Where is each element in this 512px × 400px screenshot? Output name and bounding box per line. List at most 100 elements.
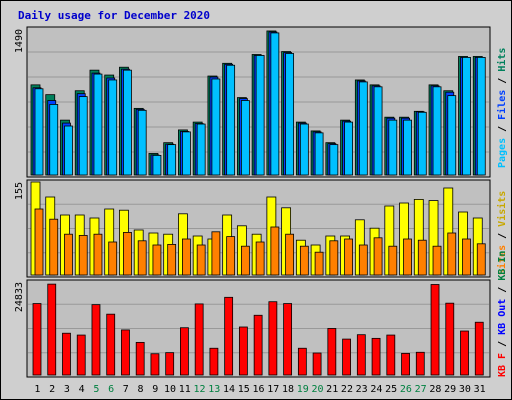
x-tick-label: 3 <box>64 384 70 395</box>
bar-kbf-day-20 <box>312 352 322 376</box>
bar-kbf-day-6 <box>106 313 116 376</box>
bar-kbf-day-4 <box>76 334 86 376</box>
x-tick-label: 8 <box>138 384 144 395</box>
bar-kbf-day-17 <box>268 301 278 376</box>
bar-sites-day-21 <box>329 240 339 276</box>
x-tick-label: 27 <box>415 384 427 395</box>
x-tick-label: 15 <box>238 384 250 395</box>
bar-kbf-day-19 <box>297 347 307 376</box>
bar-pages-day-19 <box>299 123 309 176</box>
legend-bottom: KB F / KB Out / KB In <box>497 251 508 377</box>
bar-pages-day-27 <box>417 111 427 176</box>
bar-kbf-day-31 <box>474 321 484 376</box>
bar-sites-day-4 <box>78 234 88 276</box>
bar-pages-day-28 <box>432 86 442 176</box>
legend-visits: Visits <box>496 191 508 227</box>
bar-kbf-day-25 <box>386 334 396 376</box>
x-tick-label: 30 <box>459 384 471 395</box>
x-tick-label: 25 <box>385 384 397 395</box>
x-tick-label: 22 <box>341 384 353 395</box>
bar-kbf-day-7 <box>121 329 130 376</box>
bar-sites-day-3 <box>64 233 73 276</box>
bar-pages-day-4 <box>78 96 88 176</box>
bar-sites-day-8 <box>137 240 147 276</box>
bar-sites-day-14 <box>226 236 236 276</box>
bar-sites-day-26 <box>403 238 412 276</box>
bar-pages-day-6 <box>108 79 118 176</box>
bar-kbf-day-15 <box>238 326 248 376</box>
bar-sites-day-20 <box>314 251 324 276</box>
bar-pages-day-11 <box>182 131 191 176</box>
x-tick-label: 14 <box>223 384 235 395</box>
bar-kbf-day-24 <box>371 337 381 376</box>
x-tick-label: 13 <box>208 384 220 395</box>
bar-sites-day-5 <box>93 233 103 276</box>
x-tick-label: 10 <box>164 384 176 395</box>
bar-sites-day-11 <box>182 238 191 276</box>
y-max-label-middle: 155 <box>14 182 25 200</box>
bar-pages-day-30 <box>462 57 471 176</box>
bar-sites-day-1 <box>34 208 44 276</box>
x-tick-label: 18 <box>282 384 294 395</box>
legend-kbout: KB Out <box>497 299 508 335</box>
bar-pages-day-13 <box>211 78 221 176</box>
bar-sites-day-16 <box>255 241 265 276</box>
bar-kbf-day-29 <box>445 302 455 376</box>
bar-kbf-day-1 <box>32 303 42 376</box>
bar-pages-day-18 <box>285 53 295 176</box>
bar-sites-day-23 <box>358 244 368 276</box>
bar-sites-day-2 <box>49 218 59 276</box>
x-tick-label: 1 <box>34 384 40 395</box>
x-tick-label: 24 <box>370 384 382 395</box>
x-tick-label: 9 <box>152 384 158 395</box>
bar-pages-day-3 <box>64 125 73 176</box>
legend-top: Pages / Files / Hits <box>496 48 508 168</box>
legend-kbf: KB F <box>497 353 508 377</box>
x-tick-label: 28 <box>429 384 441 395</box>
bar-kbf-day-10 <box>165 352 175 376</box>
bar-sites-day-13 <box>211 231 221 276</box>
bar-pages-day-9 <box>152 155 162 176</box>
x-tick-label: 20 <box>311 384 323 395</box>
bar-kbf-day-26 <box>401 352 410 376</box>
bar-pages-day-14 <box>226 64 236 176</box>
x-tick-label: 7 <box>123 384 129 395</box>
bar-sites-day-17 <box>270 226 280 276</box>
bar-sites-day-18 <box>285 233 295 276</box>
bar-sites-day-25 <box>388 245 398 276</box>
bar-pages-day-17 <box>270 32 280 176</box>
bar-sites-day-9 <box>152 244 162 276</box>
x-tick-label: 23 <box>356 384 368 395</box>
x-tick-label: 11 <box>179 384 191 395</box>
legend-hits: Hits <box>496 48 508 72</box>
bar-sites-day-30 <box>462 238 471 276</box>
bar-kbf-day-5 <box>91 304 101 376</box>
bar-pages-day-23 <box>358 81 368 176</box>
bar-pages-day-5 <box>93 73 103 176</box>
bar-sites-day-27 <box>417 239 427 276</box>
x-tick-label: 2 <box>49 384 55 395</box>
bar-pages-day-25 <box>388 119 398 176</box>
bar-sites-day-22 <box>344 238 353 276</box>
bar-pages-day-1 <box>34 88 44 176</box>
bar-kbf-day-23 <box>356 334 366 376</box>
bars <box>30 30 486 376</box>
bar-pages-day-20 <box>314 132 324 176</box>
bar-pages-day-8 <box>137 109 147 176</box>
bar-sites-day-15 <box>240 245 250 276</box>
bar-pages-day-16 <box>255 55 265 176</box>
x-tick-label: 21 <box>326 384 338 395</box>
bar-pages-day-29 <box>447 95 457 176</box>
bar-pages-day-7 <box>123 69 132 176</box>
bar-pages-day-22 <box>344 121 353 176</box>
x-tick-label: 16 <box>252 384 264 395</box>
x-tick-label: 5 <box>93 384 99 395</box>
x-tick-label: 26 <box>400 384 412 395</box>
bar-kbf-day-28 <box>430 284 440 376</box>
bar-pages-day-10 <box>167 144 177 176</box>
bar-sites-day-6 <box>108 241 118 276</box>
legend-pages: Pages <box>497 138 508 168</box>
bar-kbf-day-11 <box>180 327 189 376</box>
bar-kbf-day-21 <box>327 328 337 376</box>
